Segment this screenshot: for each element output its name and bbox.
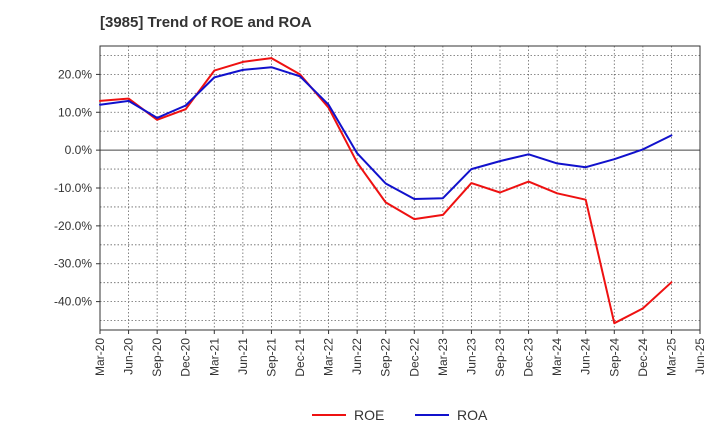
legend-label-roa: ROA (457, 407, 488, 423)
x-tick-label: Mar-24 (550, 338, 564, 376)
x-tick-label: Mar-25 (664, 338, 678, 376)
y-tick-label: 10.0% (58, 105, 92, 119)
x-tick-label: Sep-22 (379, 338, 393, 377)
x-tick-label: Mar-21 (207, 338, 221, 376)
y-tick-label: 0.0% (65, 143, 93, 157)
x-tick-label: Jun-20 (122, 338, 136, 375)
x-tick-label: Mar-22 (322, 338, 336, 376)
x-tick-label: Jun-24 (579, 338, 593, 375)
x-tick-label: Sep-23 (493, 338, 507, 377)
x-tick-label: Dec-24 (636, 338, 650, 377)
x-tick-label: Jun-25 (693, 338, 707, 375)
x-tick-label: Dec-20 (179, 338, 193, 377)
x-tick-label: Jun-22 (350, 338, 364, 375)
x-tick-label: Sep-21 (264, 338, 278, 377)
x-tick-label: Mar-23 (436, 338, 450, 376)
x-tick-label: Jun-23 (464, 338, 478, 375)
x-tick-label: Dec-23 (522, 338, 536, 377)
plot-frame (99, 45, 701, 331)
x-tick-label: Jun-21 (236, 338, 250, 375)
y-tick-label: 20.0% (58, 67, 92, 81)
y-tick-label: -10.0% (54, 181, 92, 195)
x-tick-label: Sep-20 (150, 338, 164, 377)
x-tick-label: Dec-21 (293, 338, 307, 377)
legend-label-roe: ROE (354, 407, 384, 423)
x-tick-label: Mar-20 (93, 338, 107, 376)
series-line-roa (99, 66, 673, 200)
chart-title: [3985] Trend of ROE and ROA (100, 14, 312, 31)
y-tick-label: -40.0% (54, 295, 92, 309)
x-tick-label: Dec-22 (407, 338, 421, 377)
x-tick-label: Sep-24 (607, 338, 621, 377)
y-tick-label: -20.0% (54, 219, 92, 233)
y-tick-label: -30.0% (54, 257, 92, 271)
